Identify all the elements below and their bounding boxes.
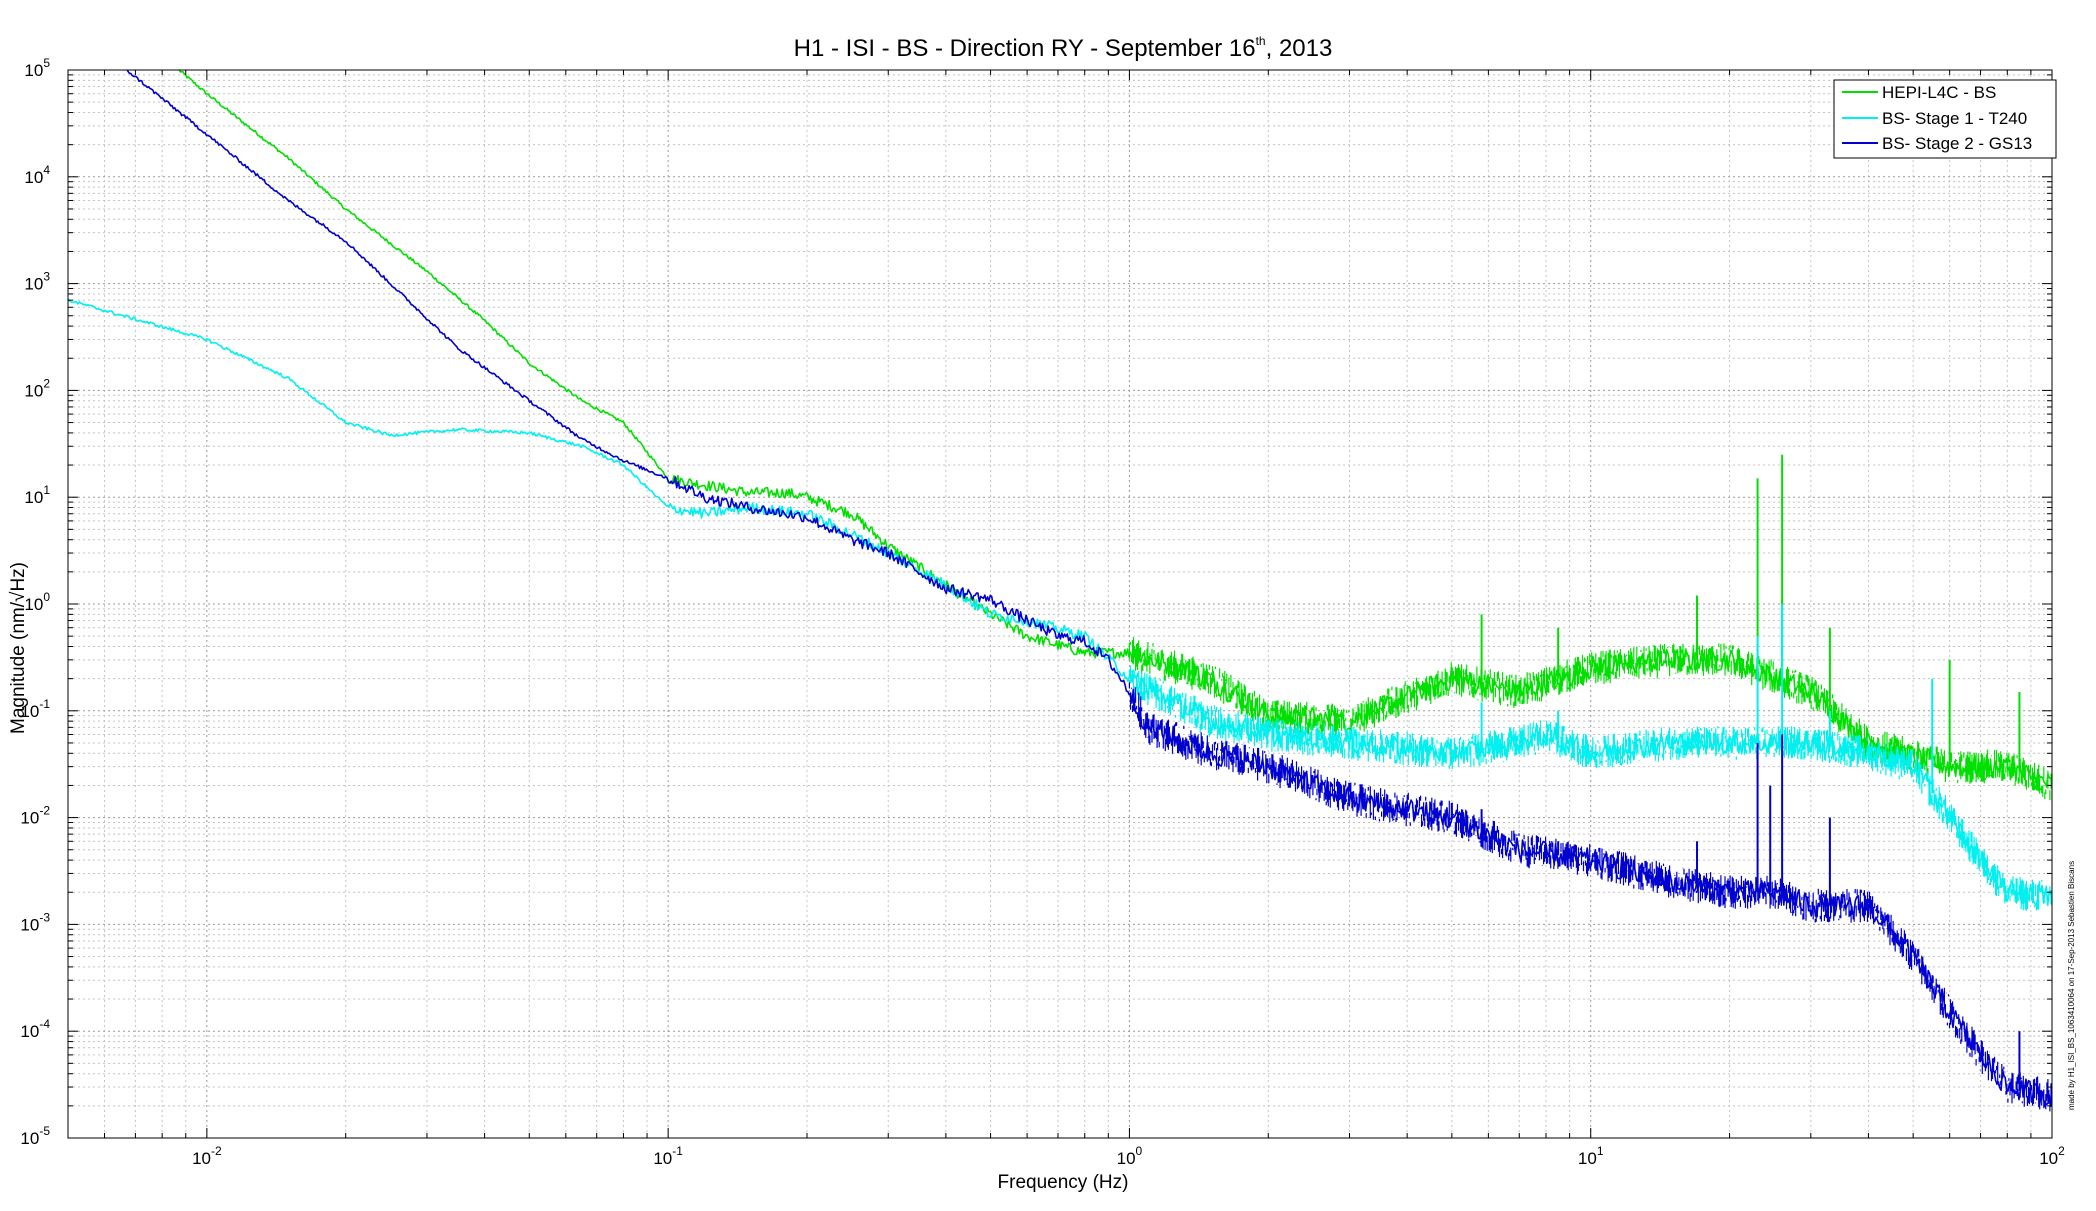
chart-title-tail: , 2013: [1266, 35, 1333, 62]
y-tick-label-base: 10: [24, 381, 43, 400]
series-noise-hepi-l4c-bs: [1128, 637, 2052, 802]
y-tick-label: 100: [24, 590, 50, 614]
y-tick-label: 103: [24, 270, 50, 294]
y-tick-label-exponent: 3: [43, 270, 50, 284]
legend-label-hepi: HEPI-L4C - BS: [1882, 83, 1996, 102]
x-tick-label: 10-1: [653, 1144, 683, 1168]
x-tick-label-exponent: -2: [211, 1144, 222, 1158]
y-tick-label-base: 10: [24, 61, 43, 80]
y-tick-label-base: 10: [20, 1022, 39, 1041]
y-tick-label-exponent: 5: [43, 56, 50, 70]
y-tick-label-exponent: 2: [43, 376, 50, 390]
minor-grid: [67, 70, 2052, 1138]
x-tick-label-base: 10: [1117, 1149, 1136, 1168]
series-noise-stage2-gs13: [1128, 682, 2052, 1112]
x-tick-label-exponent: -1: [672, 1144, 683, 1158]
y-tick-label-base: 10: [20, 809, 39, 828]
y-tick-label-base: 10: [24, 488, 43, 507]
y-tick-label-exponent: 4: [43, 163, 50, 177]
y-tick-label: 10-5: [20, 1124, 50, 1148]
y-tick-label-exponent: -2: [39, 804, 50, 818]
x-tick-label: 100: [1117, 1144, 1143, 1168]
y-tick-label: 101: [24, 483, 50, 507]
x-tick-label: 10-2: [192, 1144, 222, 1168]
y-tick-label: 10-3: [20, 910, 50, 934]
y-tick-label: 104: [24, 163, 50, 187]
chart-title-main: H1 - ISI - BS - Direction RY - September…: [794, 35, 1256, 62]
y-tick-label-exponent: -4: [39, 1017, 50, 1031]
y-tick-label-base: 10: [24, 595, 43, 614]
y-tick-label: 105: [24, 56, 50, 80]
y-tick-label-base: 10: [24, 275, 43, 294]
y-tick-label: 10-4: [20, 1017, 50, 1041]
series-noise-stage1-t240: [1128, 665, 2052, 911]
y-tick-label-exponent: 0: [43, 590, 50, 604]
y-tick-label: 10-1: [20, 697, 50, 721]
y-tick-label-exponent: -1: [39, 697, 50, 711]
x-tick-label-base: 10: [653, 1149, 672, 1168]
y-tick-label-base: 10: [20, 702, 39, 721]
series-layer: [68, 70, 2052, 1112]
x-tick-label-base: 10: [192, 1149, 211, 1168]
y-tick-label: 102: [24, 376, 50, 400]
x-tick-label: 102: [2039, 1144, 2065, 1168]
legend-label-stage1: BS- Stage 1 - T240: [1882, 109, 2027, 128]
x-tick-label-exponent: 1: [1597, 1144, 1604, 1158]
y-tick-label-exponent: -3: [39, 910, 50, 924]
y-tick-label-base: 10: [20, 1129, 39, 1148]
chart-title: H1 - ISI - BS - Direction RY - September…: [794, 34, 1333, 62]
y-tick-label-base: 10: [24, 168, 43, 187]
x-tick-label-exponent: 0: [1136, 1144, 1143, 1158]
watermark-text: made by H1_ISI_BS_1063410064 on 17-Sep-2…: [2067, 861, 2076, 1110]
legend-label-stage2: BS- Stage 2 - GS13: [1882, 134, 2032, 153]
x-axis-label: Frequency (Hz): [998, 1172, 1129, 1193]
x-tick-label-exponent: 2: [2058, 1144, 2065, 1158]
x-tick-label-base: 10: [2039, 1149, 2058, 1168]
tick-marks: [67, 70, 2052, 1139]
y-tick-label-exponent: 1: [43, 483, 50, 497]
legend: HEPI-L4C - BS BS- Stage 1 - T240 BS- Sta…: [1833, 79, 2057, 159]
y-tick-label: 10-2: [20, 804, 50, 828]
y-tick-label-exponent: -5: [39, 1124, 50, 1138]
x-tick-label-base: 10: [1578, 1149, 1597, 1168]
x-tick-labels: 10-2 10-1 100 101 102: [192, 1144, 2065, 1168]
x-tick-label: 101: [1578, 1144, 1604, 1168]
y-axis-label: Magnitude (nm/√Hz): [8, 562, 29, 734]
y-tick-label-base: 10: [20, 915, 39, 934]
chart-title-superscript: th: [1256, 34, 1266, 48]
